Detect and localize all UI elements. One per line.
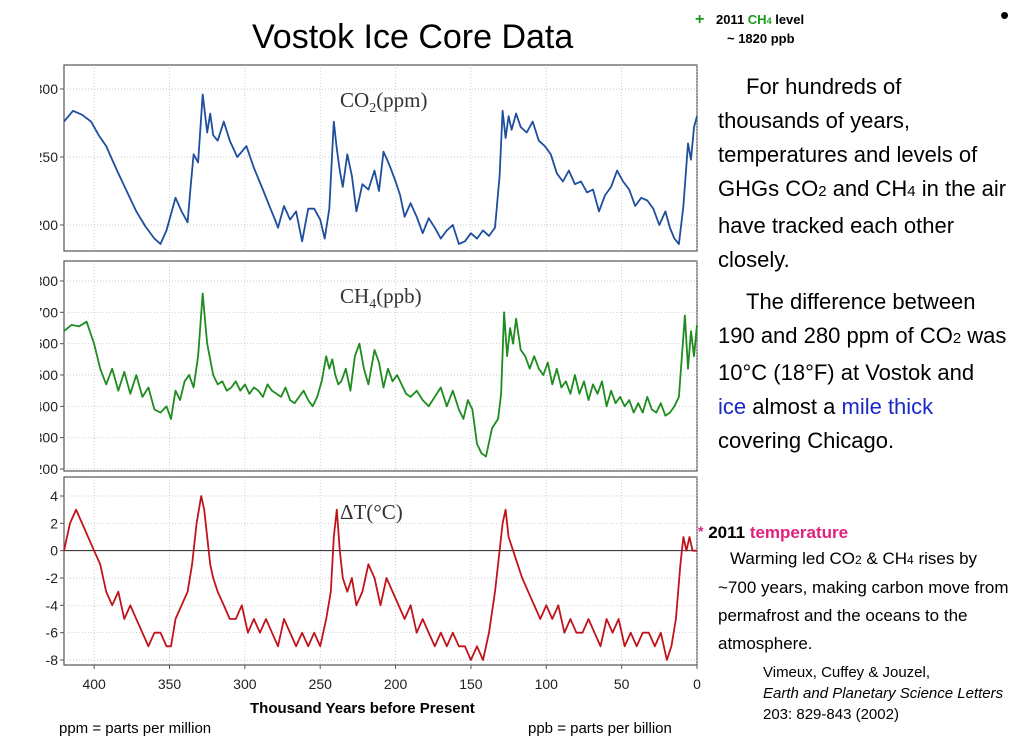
y-tick-label: 700 — [40, 304, 58, 320]
citation-authors: Vimeux, Cuffey & Jouzel, — [763, 664, 931, 681]
y-tick-label: -8 — [46, 652, 59, 668]
y-tick-label: 200 — [40, 217, 58, 233]
x-tick-label: 250 — [309, 676, 333, 692]
y-tick-label: 800 — [40, 273, 58, 289]
x-tick-label: 400 — [82, 676, 106, 692]
x-tick-label: 50 — [614, 676, 630, 692]
y-tick-label: 300 — [40, 81, 58, 97]
y-tick-label: 250 — [40, 149, 58, 165]
y-tick-label: -2 — [46, 570, 59, 586]
y-tick-label: 2 — [50, 515, 58, 531]
citation-journal: Earth and Planetary Science Letters — [763, 685, 1004, 702]
ch4-note-word: level — [775, 12, 805, 27]
ch4-note-gas: CH4 — [747, 12, 772, 27]
panel-label: CO2(ppm) — [340, 88, 428, 116]
x-tick-label: 0 — [693, 676, 701, 692]
panel-label: CH4(ppb) — [340, 284, 422, 312]
panel-label: ΔT(°C) — [340, 500, 403, 524]
y-tick-label: 500 — [40, 367, 58, 383]
x-tick-label: 100 — [535, 676, 559, 692]
temp-note-word: temperature — [749, 523, 849, 542]
paragraph-warming-lead: Warming led CO2 & CH4 rises by ~700 year… — [718, 549, 1009, 653]
plus-marker: + — [695, 11, 705, 28]
y-tick-label: 600 — [40, 336, 58, 352]
ppm-definition: ppm = parts per million — [59, 720, 212, 737]
y-tick-label: -6 — [46, 625, 59, 641]
citation: Vimeux, Cuffey & Jouzel, Earth and Plane… — [763, 662, 1023, 725]
mile-thick-link[interactable]: mile thick — [841, 394, 934, 419]
ch4-note-value: ~ 1820 ppb — [727, 31, 795, 46]
bullet-mark: • — [1000, 0, 1010, 30]
series-line — [63, 93, 698, 245]
temp-note-year: 2011 — [708, 523, 746, 542]
ch4-note-year: 2011 — [715, 12, 745, 27]
y-tick-label: -4 — [46, 597, 59, 613]
x-tick-label: 150 — [459, 676, 483, 692]
series-line — [63, 292, 698, 458]
y-tick-label: 300 — [40, 430, 58, 446]
x-tick-label: 300 — [233, 676, 257, 692]
ice-link[interactable]: ice — [718, 394, 747, 419]
page-title: Vostok Ice Core Data — [252, 18, 574, 56]
x-tick-label: 200 — [384, 676, 408, 692]
temp-2011-note: * 2011 temperature — [698, 523, 848, 543]
ppb-definition: ppb = parts per billion — [528, 720, 672, 737]
vostok-chart: 200250300CO2(ppm)200300400500600700800CH… — [40, 64, 701, 692]
ch4-2011-note: + 2011 CH4 level ~ 1820 ppb — [695, 11, 804, 48]
paragraph-difference: The difference between 190 and 280 ppm o… — [718, 289, 1007, 453]
asterisk-marker: * — [698, 523, 704, 539]
x-axis-title: Thousand Years before Present — [250, 700, 475, 717]
series-line — [63, 495, 697, 661]
y-tick-label: 400 — [40, 398, 58, 414]
citation-details: 203: 829-843 (2002) — [763, 706, 899, 723]
y-tick-label: 0 — [50, 543, 58, 559]
y-tick-label: 4 — [50, 488, 58, 504]
paragraph-ghg-tracking: For hundreds of thousands of years, temp… — [718, 74, 1007, 272]
x-tick-label: 350 — [158, 676, 182, 692]
y-tick-label: 200 — [40, 461, 58, 477]
